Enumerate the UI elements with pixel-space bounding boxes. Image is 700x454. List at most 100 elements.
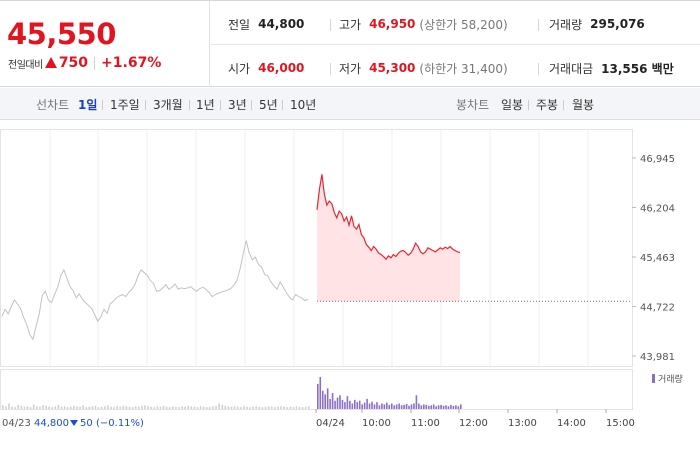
volume-bar-prev: [119, 406, 122, 409]
volume-bar-prev: [267, 406, 270, 409]
trade-amount-label: 거래대금: [549, 61, 594, 76]
volume-bar-prev: [295, 406, 298, 409]
volume-bar-today: [373, 404, 376, 409]
lower-limit-text: (하한가 31,400): [419, 61, 508, 76]
volume-bar-today: [413, 403, 415, 409]
previous-day-line: [1, 240, 309, 341]
volume-bar-prev: [147, 406, 149, 409]
x-axis-label: 14:00: [557, 418, 586, 429]
volume-bar-prev: [227, 406, 230, 409]
x-axis-label: 10:00: [362, 418, 391, 429]
divider: [189, 100, 190, 110]
volume-bar-prev: [304, 406, 307, 409]
volume-bar-prev: [209, 406, 211, 409]
volume-bar-prev: [45, 405, 47, 409]
volume-bar-today: [403, 404, 405, 409]
tab-1-day[interactable]: 1일: [78, 98, 98, 112]
change-percent: +1.67%: [101, 55, 162, 71]
volume-bar-prev: [181, 406, 183, 409]
divider: [528, 100, 529, 110]
volume-bar-prev: [218, 403, 220, 409]
volume-bar-prev: [193, 406, 196, 409]
volume-bar-prev: [150, 406, 152, 409]
x-axis-labels: 04/24 10:00 11:00 12:00 13:00 14:00 15:00: [315, 409, 635, 429]
volume-bar-prev: [97, 407, 100, 409]
down-arrow-icon: [70, 420, 78, 426]
volume-bar-today: [324, 394, 326, 409]
volume-bar-today: [351, 403, 354, 409]
today-line: [316, 174, 461, 261]
volume-bar-prev: [141, 405, 143, 409]
volume-bar-prev: [252, 406, 254, 409]
volume-bar-prev: [32, 404, 35, 409]
volume-bar-prev: [178, 407, 180, 409]
today-area: [317, 174, 460, 302]
tab-3-years[interactable]: 3년: [228, 98, 247, 112]
volume-bar-today: [341, 399, 344, 409]
change-value: 750: [58, 55, 89, 71]
volume-bar-today: [430, 405, 433, 409]
volume-bar-prev: [261, 407, 264, 409]
volume-bar-today: [390, 403, 393, 409]
volume-bar-prev: [165, 406, 168, 409]
high-value: 46,950: [369, 17, 416, 31]
volume-bar-today: [460, 404, 462, 409]
volume-bar-prev: [249, 407, 251, 409]
divider: [330, 19, 331, 31]
x-axis-label: 13:00: [508, 418, 537, 429]
tab-daily-candle[interactable]: 일봉: [501, 98, 524, 112]
volume-bar-today: [452, 405, 455, 409]
x-axis-label: 15:00: [606, 418, 635, 429]
volume-value: 295,076: [590, 17, 645, 31]
volume-bar-today: [378, 405, 381, 409]
tab-weekly-candle[interactable]: 주봉: [536, 98, 559, 112]
volume-bar-prev: [39, 406, 41, 409]
volume-bar-prev: [20, 405, 23, 409]
volume-bar-prev: [134, 406, 137, 409]
volume-bar-today: [376, 402, 378, 409]
volume-bar-prev: [5, 406, 7, 409]
volume-bar-prev: [274, 407, 276, 409]
previous-day-info: 04/23 44,800 50 (−0.11%): [2, 418, 144, 429]
low-value: 45,300: [369, 61, 416, 75]
volume-bar-prev: [292, 407, 295, 409]
tab-3-months[interactable]: 3개월: [153, 98, 183, 112]
volume-bar-prev: [156, 406, 159, 409]
volume-bar-prev: [26, 406, 29, 409]
volume-bar-today: [440, 404, 442, 409]
volume-bar-prev: [11, 406, 13, 409]
volume-bar-prev: [289, 406, 292, 409]
volume-bar-prev: [153, 407, 156, 409]
change-label: 전일대비: [8, 59, 43, 71]
tab-1-year[interactable]: 1년: [196, 98, 215, 112]
volume-bar-today: [420, 405, 423, 409]
price-summary-panel: 45,550 전일대비 750 +1.67% 전일 44,800 고가 46,9…: [0, 0, 700, 87]
volume-bar-prev: [100, 406, 103, 409]
volume-bar-prev: [236, 406, 239, 409]
volume-bar-prev: [91, 406, 94, 409]
volume-bar-prev: [196, 407, 199, 409]
tab-10-years[interactable]: 10년: [290, 98, 317, 112]
volume-bar-prev: [144, 405, 146, 409]
volume-bar-prev: [51, 407, 54, 409]
volume-bar-today: [437, 405, 440, 409]
volume-bar-today: [381, 403, 383, 409]
y-axis-ticks: 46,945 46,204 45,463 44,722 43,981: [632, 154, 675, 363]
tab-5-years[interactable]: 5년: [259, 98, 278, 112]
upper-limit-text: (상한가 58,200): [419, 17, 508, 32]
tab-monthly-candle[interactable]: 월봉: [572, 98, 595, 112]
intraday-price-chart[interactable]: 46,945 46,204 45,463 44,722 43,981 거래량 04/24…: [0, 121, 700, 450]
tab-1-week[interactable]: 1주일: [110, 98, 140, 112]
open-cell: 시가 46,000: [228, 59, 304, 77]
volume-bar-today: [319, 377, 322, 409]
chart-canvas[interactable]: 46,945 46,204 45,463 44,722 43,981 거래량 04/24…: [0, 121, 700, 450]
current-price-box: 45,550 전일대비 750 +1.67%: [0, 1, 210, 87]
volume-legend-swatch: [652, 374, 655, 383]
volume-bar-today: [418, 403, 420, 409]
volume-bar-prev: [94, 405, 97, 409]
volume-bar-today: [445, 405, 447, 409]
volume-bar-today: [371, 401, 373, 409]
volume-bar-today: [383, 404, 386, 409]
volume-bar-prev: [202, 406, 205, 409]
volume-bar-prev: [243, 406, 245, 409]
